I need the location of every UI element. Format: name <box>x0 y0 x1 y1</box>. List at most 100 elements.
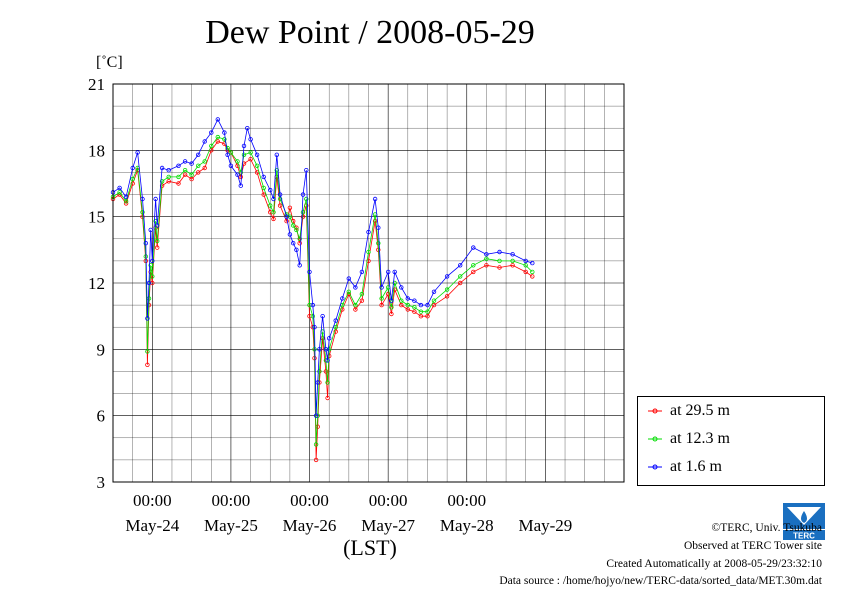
data-point <box>154 245 160 250</box>
data-point <box>176 163 181 168</box>
data-point <box>277 196 283 202</box>
data-point <box>202 159 207 164</box>
legend-marker-green <box>648 436 662 442</box>
data-point <box>235 163 240 168</box>
data-point <box>189 161 194 166</box>
data-point <box>510 263 515 268</box>
data-point <box>235 159 240 164</box>
data-point <box>254 152 260 157</box>
data-point <box>405 296 410 301</box>
terc-logo-icon: TERC <box>783 503 825 541</box>
data-point <box>123 198 129 204</box>
data-point <box>241 152 247 157</box>
data-point <box>225 152 230 157</box>
data-point <box>323 347 329 352</box>
x-day-label: May-29 <box>518 516 572 535</box>
data-point <box>317 369 322 374</box>
y-tick-label: 3 <box>97 473 106 492</box>
data-point <box>372 218 378 224</box>
plot-border <box>112 83 625 483</box>
data-point <box>153 196 158 202</box>
data-point <box>412 298 417 303</box>
data-point <box>284 214 289 219</box>
data-point <box>431 302 437 308</box>
data-point <box>376 240 381 246</box>
data-point <box>379 285 384 290</box>
data-point <box>215 139 220 144</box>
data-point <box>523 263 528 268</box>
y-axis-unit: [˚C] <box>96 54 123 71</box>
y-tick-label: 9 <box>97 340 106 359</box>
data-point <box>294 227 299 233</box>
logo-text: TERC <box>793 532 815 541</box>
data-point <box>300 192 306 197</box>
footer-observed: Observed at TERC Tower site <box>683 540 822 552</box>
data-point <box>189 176 194 182</box>
data-point <box>248 150 253 155</box>
data-point <box>346 289 351 294</box>
data-point <box>238 174 243 180</box>
data-point <box>353 307 358 312</box>
data-point <box>366 249 371 255</box>
data-point <box>297 240 302 246</box>
data-point <box>412 305 417 310</box>
data-point <box>530 260 535 266</box>
data-point <box>182 167 188 173</box>
data-point <box>130 176 135 182</box>
y-tick-label: 18 <box>88 141 105 160</box>
data-point <box>353 302 358 308</box>
data-point <box>530 269 535 275</box>
legend-marker-red <box>648 408 662 414</box>
footer-created: Created Automatically at 2008-05-29/23:3… <box>606 558 822 570</box>
series-line <box>112 118 533 416</box>
data-point <box>222 130 227 135</box>
data-point <box>389 298 394 303</box>
x-day-label: May-25 <box>204 516 258 535</box>
data-point <box>389 311 394 317</box>
data-point <box>458 280 463 286</box>
data-point <box>366 229 371 235</box>
data-point <box>389 305 394 310</box>
x-day-label: May-27 <box>361 516 415 535</box>
data-point <box>325 358 330 363</box>
data-point <box>274 167 279 173</box>
series-2 <box>110 117 535 418</box>
y-tick-label: 21 <box>88 75 105 94</box>
data-point <box>304 196 309 202</box>
data-point <box>315 380 320 385</box>
data-point <box>261 185 266 191</box>
data-point <box>297 263 302 268</box>
data-point <box>182 172 188 177</box>
data-point <box>271 196 276 202</box>
series-0 <box>110 139 535 463</box>
data-point <box>359 298 365 303</box>
data-point <box>327 336 332 341</box>
data-point <box>425 302 430 308</box>
data-point <box>359 291 365 297</box>
data-point <box>320 314 325 319</box>
data-point <box>225 145 230 151</box>
data-point <box>202 165 207 171</box>
data-point <box>145 316 150 321</box>
data-point <box>146 280 152 286</box>
x-tick-label: 00:00 <box>369 491 408 510</box>
data-point <box>405 307 410 312</box>
data-point <box>148 227 153 233</box>
data-point <box>425 314 430 319</box>
data-point <box>425 309 430 314</box>
legend-label: at 1.6 m <box>670 458 722 475</box>
legend-label: at 29.5 m <box>670 402 730 419</box>
data-point <box>333 325 338 330</box>
data-point <box>271 216 276 222</box>
data-point <box>431 298 437 303</box>
x-day-label: May-24 <box>125 516 179 535</box>
data-point <box>176 174 181 180</box>
data-point <box>392 269 397 275</box>
data-point <box>130 181 135 186</box>
data-point <box>471 269 476 275</box>
data-point <box>222 137 227 142</box>
x-day-label: May-26 <box>283 516 337 535</box>
data-point <box>379 302 384 308</box>
data-point <box>215 117 220 122</box>
